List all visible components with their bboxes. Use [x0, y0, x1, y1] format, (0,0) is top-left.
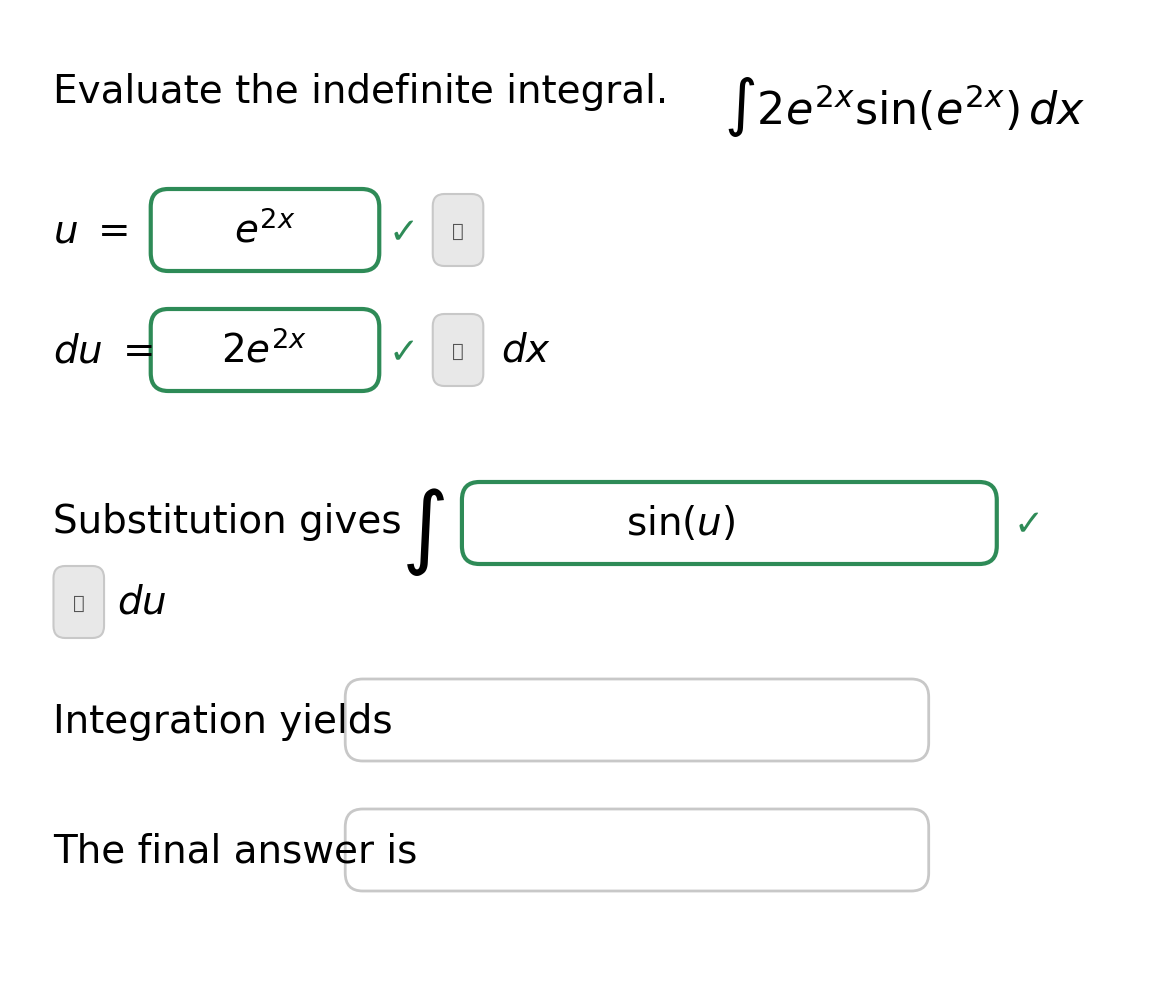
- Text: $\int 2e^{2x}\sin(e^{2x})\,dx$: $\int 2e^{2x}\sin(e^{2x})\,dx$: [724, 75, 1086, 139]
- Text: $\int$: $\int$: [401, 485, 445, 578]
- Text: $du$: $du$: [117, 584, 166, 621]
- Text: 🔑: 🔑: [452, 341, 464, 360]
- Text: Integration yields: Integration yields: [54, 702, 393, 740]
- FancyBboxPatch shape: [345, 810, 929, 891]
- Text: $\sin(u)$: $\sin(u)$: [626, 503, 736, 542]
- Text: $2e^{2x}$: $2e^{2x}$: [221, 331, 308, 371]
- Text: The final answer is: The final answer is: [54, 832, 418, 870]
- Text: $e^{2x}$: $e^{2x}$: [234, 211, 295, 250]
- Text: $u\ =$: $u\ =$: [54, 213, 129, 250]
- Text: 🔑: 🔑: [73, 593, 84, 612]
- FancyBboxPatch shape: [462, 482, 997, 564]
- Text: $\checkmark$: $\checkmark$: [387, 333, 414, 368]
- FancyBboxPatch shape: [345, 679, 929, 761]
- Text: $du\ =$: $du\ =$: [54, 332, 153, 371]
- Text: 🔑: 🔑: [452, 221, 464, 241]
- FancyBboxPatch shape: [433, 195, 483, 267]
- Text: Substitution gives: Substitution gives: [54, 503, 402, 540]
- FancyBboxPatch shape: [151, 190, 379, 272]
- Text: $dx$: $dx$: [501, 331, 551, 370]
- Text: $\checkmark$: $\checkmark$: [1013, 506, 1039, 539]
- FancyBboxPatch shape: [433, 315, 483, 387]
- Text: $\checkmark$: $\checkmark$: [387, 214, 414, 247]
- FancyBboxPatch shape: [151, 310, 379, 391]
- FancyBboxPatch shape: [54, 566, 104, 638]
- Text: Evaluate the indefinite integral.: Evaluate the indefinite integral.: [54, 73, 669, 110]
